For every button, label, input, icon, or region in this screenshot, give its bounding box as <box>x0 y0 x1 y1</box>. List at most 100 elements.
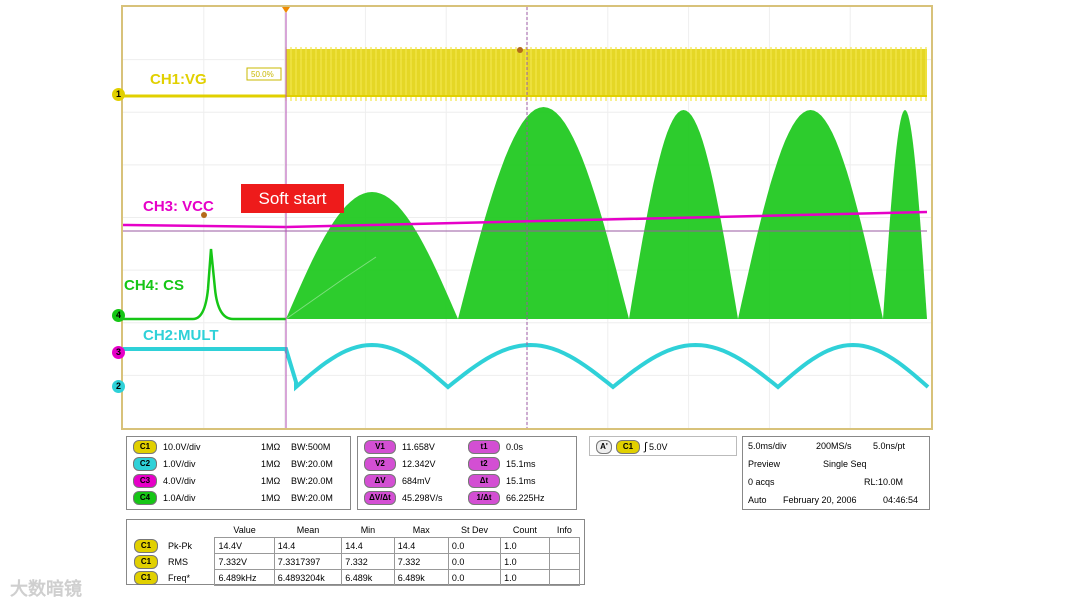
channel-badge: C3 <box>133 474 157 488</box>
cursor-row: V1 11.658V <box>364 440 435 454</box>
scope-display: 50.0% <box>121 5 933 430</box>
soft-start-annotation: Soft start <box>241 184 344 213</box>
measurement-cell: 14.4 <box>393 537 449 554</box>
channel-impedance: 1MΩ <box>261 459 281 469</box>
measurement-cell: 7.332 <box>393 553 449 570</box>
channel-impedance: 1MΩ <box>261 442 281 452</box>
measurement-cell: 0.0 <box>447 569 502 586</box>
trigger-panel[interactable]: A' C1 ∫ 5.0V <box>589 436 737 456</box>
channel-row[interactable]: C4 1.0A/div 1MΩ BW:20.0M <box>133 491 333 505</box>
cursor-a-marker <box>517 47 523 53</box>
sequence-mode: Single Seq <box>823 459 867 469</box>
trigger-position-marker <box>282 7 290 13</box>
channel-bandwidth: BW:20.0M <box>291 493 333 503</box>
cursor-row: t2 15.1ms <box>468 457 536 471</box>
cursor-value: 45.298V/s <box>402 493 443 503</box>
cursor-badge: V1 <box>364 440 396 454</box>
resolution: 5.0ns/pt <box>873 441 906 451</box>
channel-badge: C2 <box>133 457 157 471</box>
ch4-envelope <box>286 192 458 319</box>
cursor-value: 12.342V <box>402 459 436 469</box>
column-header <box>165 522 215 538</box>
measurement-cell <box>548 569 581 586</box>
channel-scale: 1.0V/div <box>163 459 196 469</box>
acq-mode: Preview <box>748 459 781 469</box>
cursor-row: t1 0.0s <box>468 440 523 454</box>
column-header: Max <box>412 524 430 535</box>
waveform-canvas: 50.0% <box>123 7 931 428</box>
record-length: RL:10.0M <box>864 477 904 487</box>
cursor-row: V2 12.342V <box>364 457 436 471</box>
measurement-cell: 6.4893204k <box>273 569 343 586</box>
watermark: 大数暗镜 <box>10 579 82 600</box>
ch3-ground-marker[interactable]: 3 <box>112 346 125 359</box>
channel-row[interactable]: C3 4.0V/div 1MΩ BW:20.0M <box>133 474 333 488</box>
sample-rate: 200MS/s <box>816 441 852 451</box>
cursor-value: 66.225Hz <box>506 493 545 503</box>
measurement-cell: 14.4V <box>214 537 275 554</box>
column-header: Value <box>233 524 256 535</box>
measurement-source-badge: C1 <box>134 538 158 553</box>
measurement-cell: 6.489k <box>341 569 395 586</box>
cursor-badge: t1 <box>468 440 500 454</box>
cursor-badge: Δt <box>468 474 500 488</box>
measurement-cell: 7.3317397 <box>273 553 343 570</box>
trigger-level: 5.0V <box>649 442 668 452</box>
column-header: Count <box>512 524 537 535</box>
cursor-value: 15.1ms <box>506 476 536 486</box>
channel-settings-panel: C1 10.0V/div 1MΩ BW:500M C2 1.0V/div 1MΩ… <box>126 436 351 510</box>
cursor-badge: ΔV/Δt <box>364 491 396 505</box>
measurement-name: Pk-Pk <box>168 540 193 551</box>
ch4-trace <box>285 256 377 320</box>
ch2-trace <box>123 342 930 392</box>
cursor-row: ΔV/Δt 45.298V/s <box>364 491 443 505</box>
column-header: St Dev <box>461 524 489 535</box>
timebase-panel[interactable]: 5.0ms/div 200MS/s 5.0ns/pt Preview Singl… <box>742 436 930 510</box>
ch4-ground-marker[interactable]: 4 <box>112 309 125 322</box>
column-header: Min <box>360 524 376 535</box>
channel-row[interactable]: C1 10.0V/div 1MΩ BW:500M <box>133 440 330 454</box>
channel-scale: 10.0V/div <box>163 442 201 452</box>
trigger-channel-badge: C1 <box>616 440 640 454</box>
measurement-source-badge: C1 <box>134 570 158 585</box>
measurement-cell: 1.0 <box>500 569 550 586</box>
cursor-badge: t2 <box>468 457 500 471</box>
measurement-name: RMS <box>168 556 188 567</box>
cursor-b-marker <box>201 212 207 218</box>
ch1-ground-marker[interactable]: 1 <box>112 88 125 101</box>
ch2-label: CH2:MULT <box>143 327 219 344</box>
table-row: C1 RMS 7.332V 7.3317397 7.332 7.332 0.0 1.0 <box>131 553 581 570</box>
cursor-value: 0.0s <box>506 442 524 452</box>
channel-badge: C4 <box>133 491 157 505</box>
column-header: Info <box>556 524 572 535</box>
measurement-cell: 1.0 <box>500 537 550 554</box>
ch1-label: CH1:VG <box>150 71 207 88</box>
ch4-trace <box>123 248 286 321</box>
measurement-panel: Value Mean Min Max St Dev Count Info C1 P… <box>126 519 585 586</box>
ch3-label: CH3: VCC <box>143 198 214 215</box>
time: 04:46:54 <box>883 495 919 505</box>
measurement-cell <box>548 553 581 570</box>
measurement-cell: 7.332V <box>214 553 275 570</box>
channel-row[interactable]: C2 1.0V/div 1MΩ BW:20.0M <box>133 457 333 471</box>
cursor-row: 1/Δt 66.225Hz <box>468 491 545 505</box>
channel-bandwidth: BW:20.0M <box>291 459 333 469</box>
channel-impedance: 1MΩ <box>261 476 281 486</box>
channel-bandwidth: BW:500M <box>291 442 331 452</box>
trigger-slope-icon: ∫ <box>644 441 648 453</box>
measurement-cell: 14.4 <box>341 537 395 554</box>
cursor-value: 684mV <box>402 476 431 486</box>
measurement-cell: 0.0 <box>447 537 502 554</box>
measurement-cell: 14.4 <box>273 537 343 554</box>
acquisition-count: 0 acqs <box>748 477 775 487</box>
measurement-table: Value Mean Min Max St Dev Count Info C1 P… <box>131 522 581 586</box>
channel-impedance: 1MΩ <box>261 493 281 503</box>
cursor-row: ΔV 684mV <box>364 474 431 488</box>
cursor-badge: ΔV <box>364 474 396 488</box>
channel-scale: 4.0V/div <box>163 476 196 486</box>
measurement-cell: 6.489k <box>393 569 449 586</box>
measurement-source-badge: C1 <box>134 554 158 569</box>
ch2-ground-marker[interactable]: 2 <box>112 380 125 393</box>
channel-bandwidth: BW:20.0M <box>291 476 333 486</box>
channel-badge: C1 <box>133 440 157 454</box>
